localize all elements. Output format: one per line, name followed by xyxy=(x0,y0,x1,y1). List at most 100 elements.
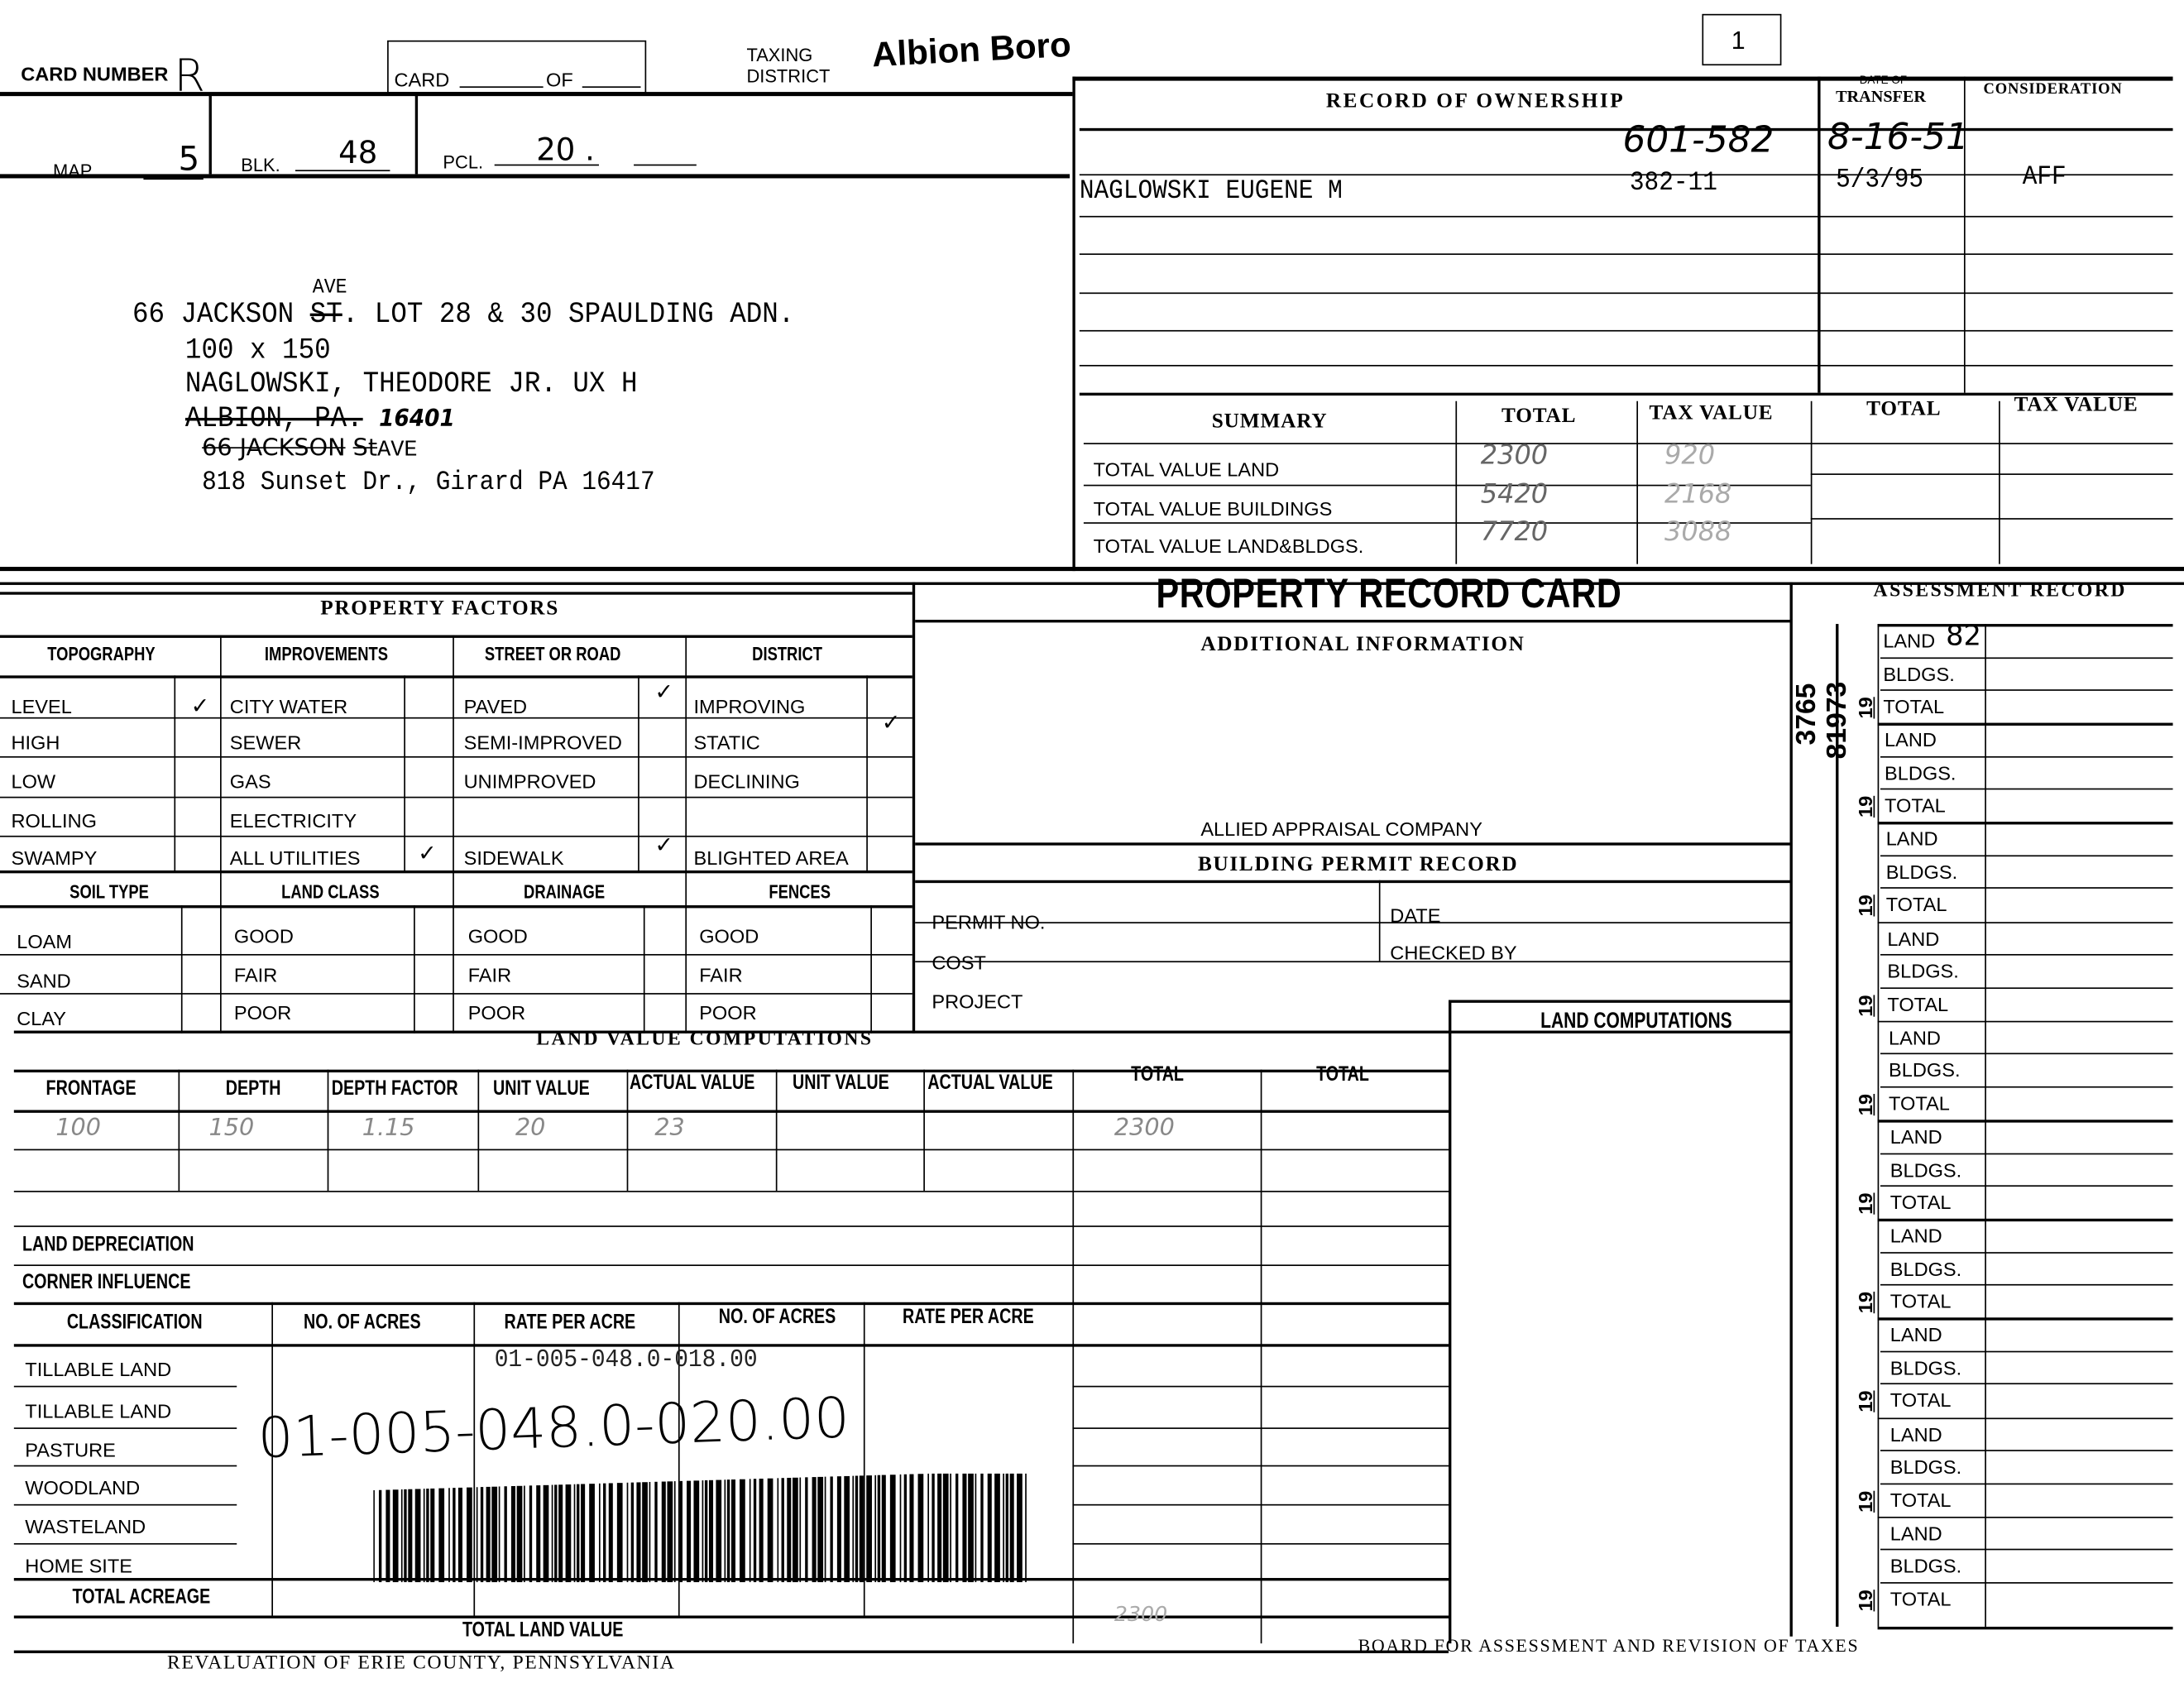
handwritten-zip: 16401 xyxy=(379,405,455,434)
barcode-bar xyxy=(950,1473,951,1583)
barcode-bar xyxy=(654,1481,658,1583)
barcode-bar xyxy=(903,1474,908,1583)
summary-tax-header-2: TAX VALUE xyxy=(2014,394,2138,417)
rule-line xyxy=(1072,1427,1449,1429)
barcode-bar xyxy=(573,1484,576,1583)
rule-line xyxy=(1789,582,1793,1637)
footer-right: BOARD FOR ASSESSMENT AND REVISION OF TAX… xyxy=(1358,1635,1860,1657)
assessment-row-label: TOTAL xyxy=(1889,1289,1952,1312)
barcode-bar xyxy=(616,1483,623,1583)
district-header: DISTRICT xyxy=(752,641,822,664)
fences-header: FENCES xyxy=(769,880,831,903)
barcode-bar xyxy=(430,1488,435,1583)
rule-line xyxy=(1079,329,2173,332)
corrected-street-type: AVE xyxy=(312,276,347,300)
barcode-bar xyxy=(889,1475,896,1583)
rule-line xyxy=(13,1191,1449,1193)
additional-info-title: ADDITIONAL INFORMATION xyxy=(1200,633,1525,656)
barcode-bar xyxy=(414,1489,421,1583)
rule-line xyxy=(1818,76,1820,393)
assessment-year-prefix: 19 xyxy=(1853,1391,1876,1413)
transfer-header: TRANSFER xyxy=(1836,86,1926,106)
assessment-row-label: BLDGS. xyxy=(1889,1257,1962,1280)
check-mark-icon: ✓ xyxy=(881,712,901,736)
rule-line xyxy=(180,905,183,1033)
barcode-bar xyxy=(749,1479,751,1583)
rule-line xyxy=(1880,689,2173,691)
rule-line xyxy=(459,86,544,89)
rule-line xyxy=(0,174,1070,178)
rule-line xyxy=(915,842,1790,845)
handwritten-street: 66 JACKSON StAVE xyxy=(202,437,417,462)
barcode-bar xyxy=(554,1484,558,1583)
assessment-row-label: LAND xyxy=(1889,1422,1942,1446)
rule-line xyxy=(1260,1191,1262,1644)
barcode-bar xyxy=(874,1475,877,1583)
barcode-bar xyxy=(667,1481,673,1583)
district-option: IMPROVING xyxy=(693,694,806,717)
land-value-cell: 20 xyxy=(515,1114,546,1143)
assessment-year-prefix: 19 xyxy=(1853,1490,1876,1513)
assessment-row-label: BLDGS. xyxy=(1889,1158,1962,1181)
summary-row-tax-value: 3088 xyxy=(1664,516,1732,548)
barcode-bar xyxy=(589,1484,595,1583)
summary-row-total: 2300 xyxy=(1480,439,1549,471)
rule-line xyxy=(1079,392,2173,396)
project-label: PROJECT xyxy=(932,990,1023,1013)
barcode-bar xyxy=(558,1484,563,1583)
classification-row-label: HOME SITE xyxy=(25,1554,132,1577)
barcode-bar xyxy=(881,1475,886,1583)
rule-line xyxy=(685,635,687,1033)
barcode-bar xyxy=(836,1476,841,1583)
rule-line xyxy=(0,592,912,595)
barcode-bar xyxy=(781,1478,784,1583)
assessment-row-label: TOTAL xyxy=(1885,893,1947,916)
rule-line xyxy=(1072,1069,1075,1192)
total-acreage-label: TOTAL ACREAGE xyxy=(72,1585,211,1609)
soil-option: LOAM xyxy=(17,930,73,953)
barcode-bar xyxy=(716,1479,722,1583)
barcode-bar xyxy=(510,1485,515,1583)
struck-st: St xyxy=(352,434,378,463)
barcode-bar xyxy=(1017,1473,1023,1583)
barcode-bar xyxy=(777,1478,779,1583)
land-value-column-header: DEPTH FACTOR xyxy=(331,1077,458,1101)
rule-line xyxy=(1072,1503,1449,1506)
rule-line xyxy=(1880,887,2173,889)
rule-line xyxy=(13,1344,1449,1346)
assessment-year-prefix: 19 xyxy=(1853,697,1876,719)
district-option: DECLINING xyxy=(693,770,800,793)
land_class-option: FAIR xyxy=(233,963,278,986)
rule-line xyxy=(1079,364,2173,367)
appraiser-name: ALLIED APPRAISAL COMPANY xyxy=(1200,818,1482,840)
rule-line xyxy=(13,1427,237,1429)
rule-line xyxy=(0,993,912,995)
barcode-bar xyxy=(726,1479,730,1583)
land-value-column-header: UNIT VALUE xyxy=(793,1071,889,1095)
summary-row-total: 7720 xyxy=(1480,516,1549,548)
card-title: PROPERTY RECORD CARD xyxy=(1156,571,1622,617)
rule-line xyxy=(1877,1516,2173,1519)
rule-line xyxy=(1877,822,2173,825)
barcode-bar xyxy=(392,1489,399,1583)
barcode-bar xyxy=(852,1475,855,1583)
barcode-bar xyxy=(636,1482,641,1583)
struck-street-type: ST xyxy=(309,299,342,332)
rule-line xyxy=(13,1465,237,1467)
soil-header: SOIL TYPE xyxy=(69,880,149,903)
rule-line xyxy=(13,1385,237,1388)
rule-line xyxy=(13,1503,237,1506)
barcode-bar xyxy=(859,1475,864,1583)
classification-column-header: RATE PER ACRE xyxy=(903,1305,1034,1329)
barcode-bar xyxy=(408,1489,413,1583)
drainage-option: FAIR xyxy=(467,963,512,986)
deed-book-1: 601-582 xyxy=(1622,119,1774,162)
land-value-title: LAND VALUE COMPUTATIONS xyxy=(536,1029,874,1051)
rule-line xyxy=(1072,1542,1449,1545)
barcode-bar xyxy=(516,1485,523,1583)
rule-line xyxy=(1877,1120,2173,1122)
blk-label: BLK. xyxy=(241,154,280,176)
rule-line xyxy=(404,675,405,870)
rule-line xyxy=(1880,656,2173,658)
barcode-bar xyxy=(486,1486,491,1583)
